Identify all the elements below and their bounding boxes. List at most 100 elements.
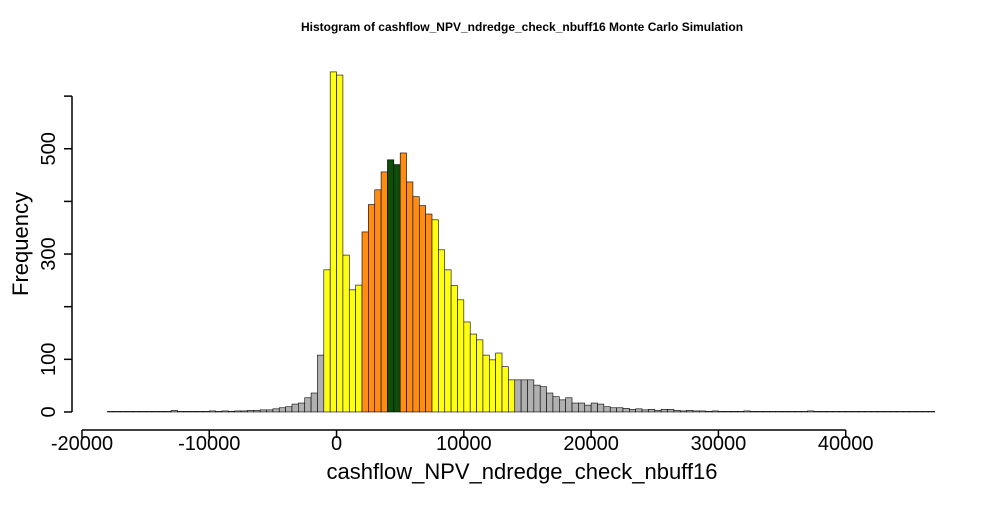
bar [508, 379, 516, 413]
bar [177, 411, 185, 413]
bar [928, 411, 936, 413]
bar [609, 407, 617, 413]
bar [132, 411, 140, 413]
bar [113, 411, 121, 413]
bar [616, 407, 624, 413]
bar [514, 379, 522, 413]
bar [571, 402, 579, 413]
bar [469, 333, 477, 413]
x-tick-label: 10000 [436, 433, 492, 455]
bar [686, 410, 694, 413]
bar [641, 409, 649, 413]
bar [240, 410, 248, 413]
bar [667, 409, 675, 413]
bar [107, 411, 115, 413]
bar [291, 403, 299, 413]
bar [253, 410, 261, 413]
bar [679, 410, 687, 413]
x-tick-label: 20000 [563, 433, 619, 455]
x-tick-label: -20000 [51, 433, 113, 455]
bar [788, 411, 796, 413]
bar [839, 411, 847, 413]
bar [259, 409, 267, 413]
bar [336, 74, 344, 413]
bar [463, 321, 471, 413]
bar [794, 411, 802, 413]
x-tick-label: -10000 [178, 433, 240, 455]
bar [552, 396, 560, 413]
bar [119, 411, 127, 413]
bar [380, 171, 388, 413]
bar [482, 354, 490, 413]
bar [603, 406, 611, 413]
bar [317, 354, 325, 413]
bar [202, 411, 210, 413]
bar [189, 411, 197, 413]
bar [877, 411, 885, 413]
x-tick-label: 0 [331, 433, 342, 455]
bar [221, 410, 229, 413]
bar [584, 404, 592, 413]
bar [501, 366, 509, 413]
bar [323, 269, 331, 413]
bar [718, 411, 726, 413]
bar [565, 397, 573, 413]
bar [819, 411, 827, 413]
bar [539, 386, 547, 413]
chart-title: Histogram of cashflow_NPV_ndredge_check_… [301, 20, 743, 34]
bar [858, 411, 866, 413]
bar [145, 411, 153, 413]
bar [361, 231, 369, 413]
bar [215, 411, 223, 413]
bar [234, 410, 242, 413]
bar [826, 411, 834, 413]
bar [164, 411, 172, 413]
bar [705, 411, 713, 413]
bar [629, 409, 636, 413]
bar [889, 411, 897, 413]
bar [158, 411, 165, 413]
bar [476, 339, 484, 413]
bar [527, 379, 535, 413]
bar [622, 407, 630, 413]
bar [247, 410, 255, 413]
bar [597, 403, 605, 413]
bar [896, 411, 904, 413]
bar [800, 411, 808, 413]
y-tick-label: 0 [38, 406, 60, 417]
bar [813, 411, 821, 413]
bar [387, 159, 395, 413]
bar [546, 392, 554, 413]
bar [450, 285, 458, 413]
bar [673, 410, 681, 413]
y-tick-label: 100 [38, 343, 60, 376]
bar [266, 409, 274, 413]
bar [533, 384, 541, 413]
bar [208, 410, 216, 413]
y-tick-label: 500 [38, 132, 60, 165]
bar [310, 392, 318, 413]
bar [457, 299, 465, 413]
y-axis-label: Frequency [8, 192, 33, 296]
bar [285, 406, 293, 413]
bar [756, 411, 764, 413]
bar [762, 411, 770, 413]
bar [368, 204, 376, 413]
bar [406, 181, 414, 413]
bar [902, 411, 910, 413]
bar [412, 196, 420, 413]
bar [845, 411, 853, 413]
bar [590, 402, 598, 413]
bar [298, 402, 306, 413]
bar [138, 411, 146, 413]
bar [278, 407, 286, 413]
bar [807, 410, 815, 413]
bar [921, 411, 929, 413]
bar [730, 411, 738, 413]
bar [399, 152, 407, 413]
bar [864, 411, 872, 413]
bar [737, 411, 745, 413]
bar [304, 397, 312, 413]
bar [126, 411, 134, 413]
